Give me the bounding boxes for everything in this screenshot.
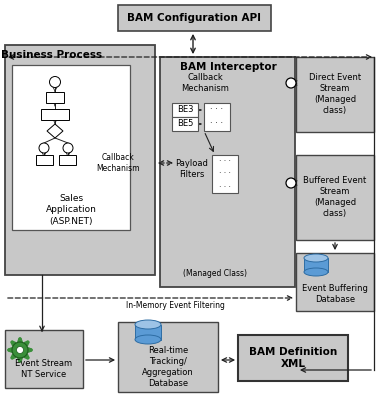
Text: · · ·: · · · [219,157,231,166]
Text: Callback
Mechanism: Callback Mechanism [96,153,140,173]
Text: (Managed Class): (Managed Class) [183,270,247,279]
Bar [59,155,76,165]
Circle shape [286,178,296,188]
Bar [238,335,348,381]
Bar [172,103,198,117]
Bar [135,325,161,339]
Text: · · ·: · · · [219,182,231,192]
Bar [118,322,218,392]
Text: Buffered Event
Stream
(Managed
class): Buffered Event Stream (Managed class) [303,176,366,218]
Text: BAM Configuration API: BAM Configuration API [127,13,261,23]
Bar [46,92,64,103]
Bar [5,45,155,275]
Bar [296,57,374,132]
Bar [118,5,271,31]
Text: Payload
Filters: Payload Filters [175,159,208,179]
Text: Real-time
Tracking/
Aggregation
Database: Real-time Tracking/ Aggregation Database [142,346,194,388]
Text: · · ·: · · · [219,169,231,178]
Bar [172,117,198,131]
Circle shape [286,78,296,88]
Circle shape [12,342,28,358]
Text: BE5: BE5 [177,120,193,129]
Bar [296,155,374,240]
Bar [12,65,130,230]
Bar [36,155,53,165]
Bar [212,155,238,193]
Text: · · ·: · · · [210,120,224,129]
Circle shape [17,346,23,353]
Text: Sales
Application
(ASP.NET): Sales Application (ASP.NET) [45,194,96,226]
Text: Event Stream
NT Service: Event Stream NT Service [16,359,72,379]
Bar [160,57,295,287]
Text: Event Buffering
Database: Event Buffering Database [302,284,368,304]
Ellipse shape [135,335,161,344]
Circle shape [50,76,61,88]
Ellipse shape [135,320,161,329]
Ellipse shape [304,254,328,262]
Text: · · ·: · · · [210,106,224,115]
Circle shape [63,143,73,153]
Text: BAM Interceptor: BAM Interceptor [180,62,276,72]
Text: Business Process: Business Process [2,50,103,60]
Text: BE3: BE3 [177,106,193,115]
Text: In-Memory Event Filtering: In-Memory Event Filtering [125,300,224,309]
Bar [304,258,328,272]
Bar [5,330,83,388]
Bar [41,109,69,120]
Polygon shape [47,124,63,138]
Text: Callback
Mechanism: Callback Mechanism [181,73,229,93]
Circle shape [39,143,49,153]
Text: BAM Definition
XML: BAM Definition XML [249,347,337,369]
Bar [296,253,374,311]
Ellipse shape [304,268,328,276]
Bar [204,103,230,131]
Text: Direct Event
Stream
(Managed
class): Direct Event Stream (Managed class) [309,73,361,115]
